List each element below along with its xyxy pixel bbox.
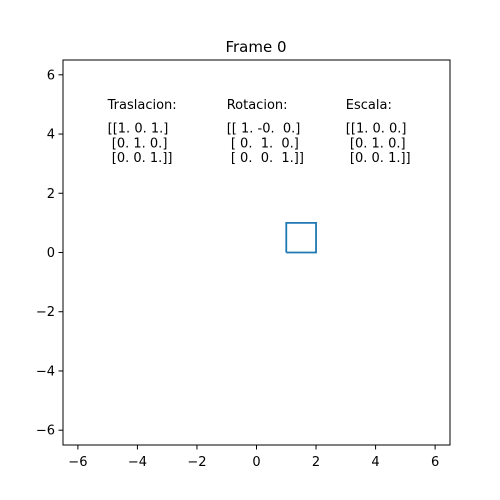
plot-area: −6 −4 −2 0 2 4 6 −6 −4 −2 0 2 4 6 Traslacion: [[1. 0. 1… [36, 59, 451, 470]
annotation-text: [0. 1. 0.] [108, 136, 168, 151]
x-tick-label: 0 [252, 455, 260, 470]
annotation-text: [[ 1. -0. 0.] [227, 122, 301, 137]
y-tick-label: 2 [47, 187, 55, 202]
annotation-text: Rotacion: [227, 98, 288, 113]
annotation-text: [0. 0. 1.]] [346, 151, 411, 166]
annotation-text: Escala: [346, 98, 392, 113]
y-tick-label: 0 [47, 246, 55, 261]
x-tick-label: −2 [187, 455, 206, 470]
x-tick-label: 6 [431, 455, 439, 470]
x-tick-label: 4 [371, 455, 379, 470]
annotation-text: [ 0. 0. 1.]] [227, 151, 304, 166]
annotation-text: Traslacion: [107, 98, 177, 113]
y-tick-label: −2 [36, 305, 55, 320]
x-tick-label: 2 [312, 455, 320, 470]
y-tick-label: 4 [47, 128, 55, 143]
annotation-text: [[1. 0. 1.] [108, 122, 169, 137]
annotation-text: [0. 0. 1.]] [108, 151, 173, 166]
annotation-text: [ 0. 1. 0.] [227, 136, 299, 151]
chart-title: Frame 0 [225, 38, 286, 56]
x-tick-label: −4 [128, 455, 147, 470]
annotation-text: [0. 1. 0.] [346, 136, 406, 151]
series-line-0 [285, 221, 317, 254]
y-tick-label: −4 [36, 364, 55, 379]
x-tick-label: −6 [68, 455, 87, 470]
y-tick-label: −6 [36, 424, 55, 439]
y-tick-label: 6 [47, 68, 55, 83]
annotation-text: [[1. 0. 0.] [346, 122, 407, 137]
